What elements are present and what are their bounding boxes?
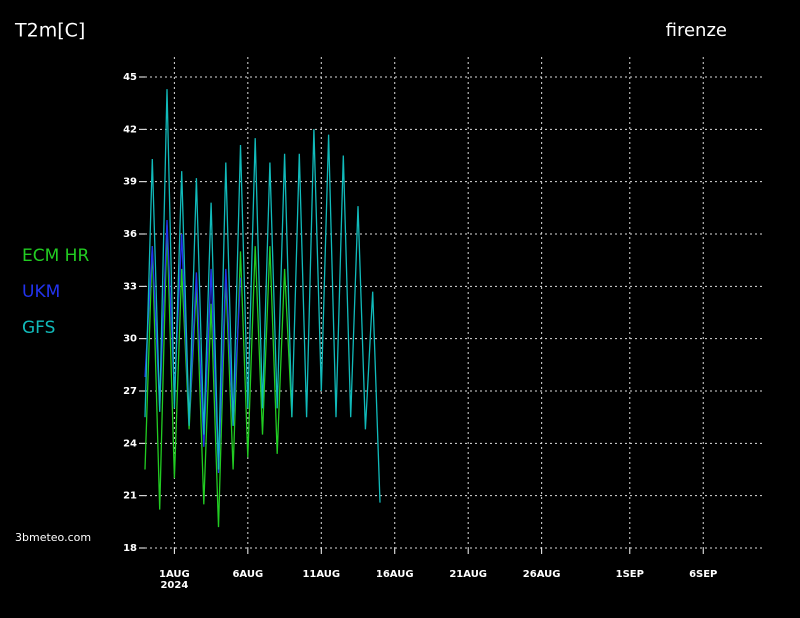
series-line xyxy=(144,219,242,474)
legend-label: ECM HR xyxy=(22,246,89,266)
x-year-label: 2024 xyxy=(160,580,188,591)
y-tick-label: 42 xyxy=(123,124,137,135)
x-tick-label: 16AUG xyxy=(376,569,414,580)
x-tick-label: 1SEP xyxy=(616,569,644,580)
y-tick-label: 21 xyxy=(123,491,137,502)
x-tick-label: 21AUG xyxy=(449,569,487,580)
y-tick-label: 39 xyxy=(123,177,137,188)
x-tick-label: 1AUG xyxy=(159,569,190,580)
source: 3bmeteo.com xyxy=(15,531,91,544)
y-tick-label: 45 xyxy=(123,72,137,83)
legend-label: GFS xyxy=(22,318,55,338)
y-tick-label: 24 xyxy=(123,438,137,449)
series-line xyxy=(144,225,293,528)
y-tick-label: 18 xyxy=(123,543,137,554)
location: firenze xyxy=(666,20,727,41)
x-tick-label: 26AUG xyxy=(523,569,561,580)
y-tick-label: 36 xyxy=(123,229,137,240)
x-tick-label: 6SEP xyxy=(689,569,717,580)
y-tick-label: 27 xyxy=(123,386,137,397)
y-tick-label: 30 xyxy=(123,334,137,345)
legend-label: UKM xyxy=(22,282,60,302)
x-tick-label: 6AUG xyxy=(232,569,263,580)
y-tick-label: 33 xyxy=(123,281,137,292)
chart-title: T2m[C] xyxy=(14,20,85,42)
x-tick-label: 11AUG xyxy=(302,569,340,580)
series-line xyxy=(144,89,381,503)
